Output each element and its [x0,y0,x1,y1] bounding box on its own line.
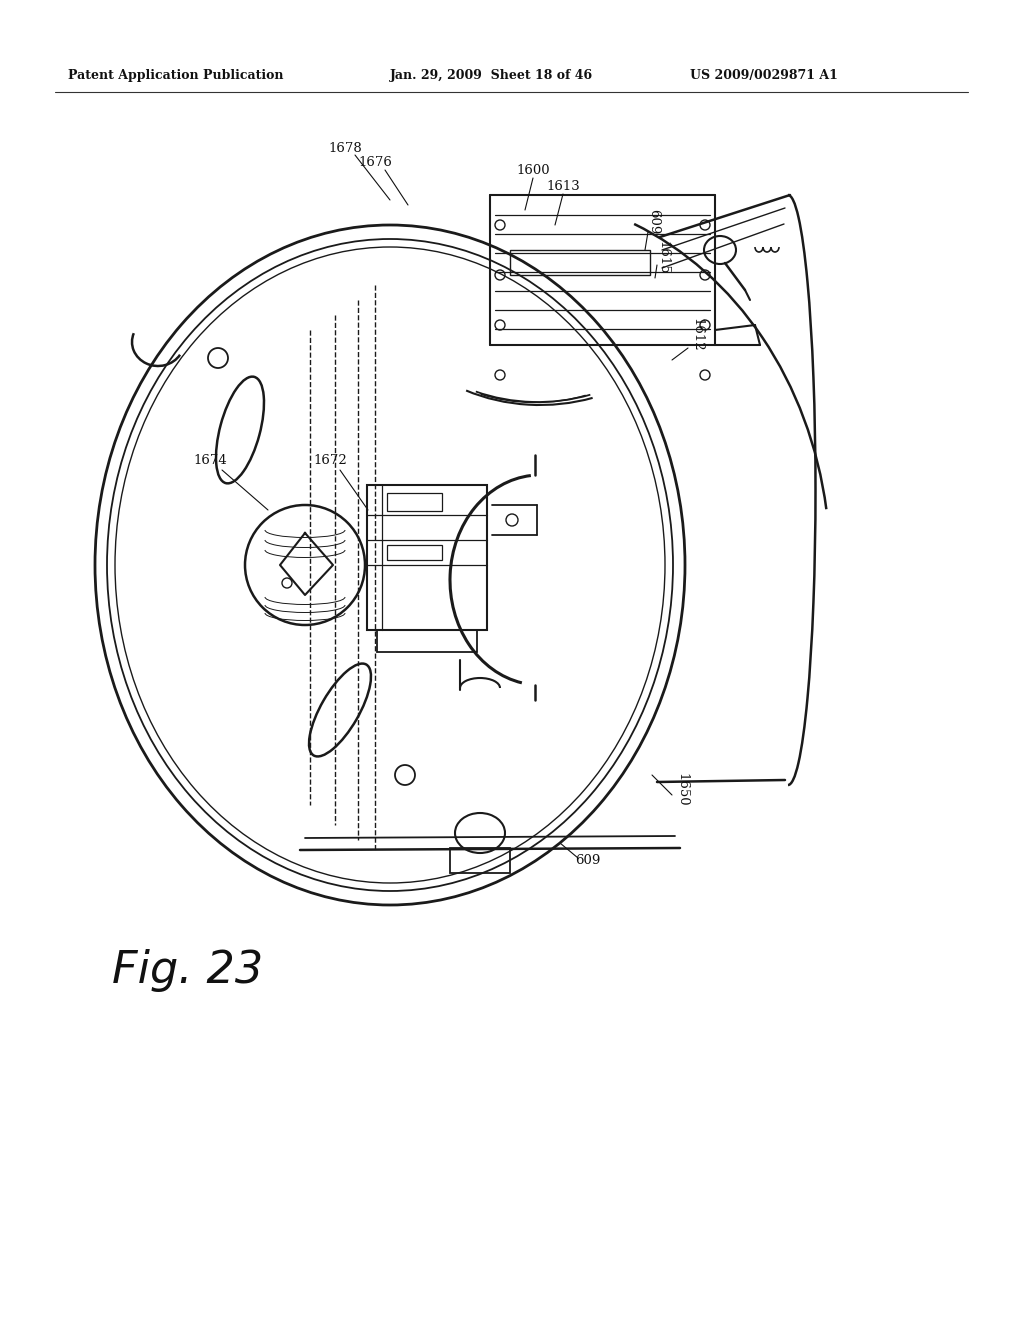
Bar [367,484,487,630]
Text: 1672: 1672 [313,454,347,466]
Text: US 2009/0029871 A1: US 2009/0029871 A1 [690,69,838,82]
Text: 609: 609 [647,210,660,235]
Bar [387,545,442,560]
Text: 1600: 1600 [516,164,550,177]
Bar [450,847,510,873]
Text: Fig. 23: Fig. 23 [112,949,263,991]
Text: 1615: 1615 [656,242,670,275]
Text: 1678: 1678 [328,141,361,154]
Text: 609: 609 [575,854,601,866]
Bar [387,492,442,511]
Text: 1676: 1676 [358,156,392,169]
Bar [377,630,477,652]
Text: 1674: 1674 [194,454,227,466]
Text: 1613: 1613 [546,180,580,193]
Text: Patent Application Publication: Patent Application Publication [68,69,284,82]
Text: 1612: 1612 [690,318,703,352]
Text: 1650: 1650 [676,774,688,807]
Text: Jan. 29, 2009  Sheet 18 of 46: Jan. 29, 2009 Sheet 18 of 46 [390,69,593,82]
Bar [510,249,650,275]
